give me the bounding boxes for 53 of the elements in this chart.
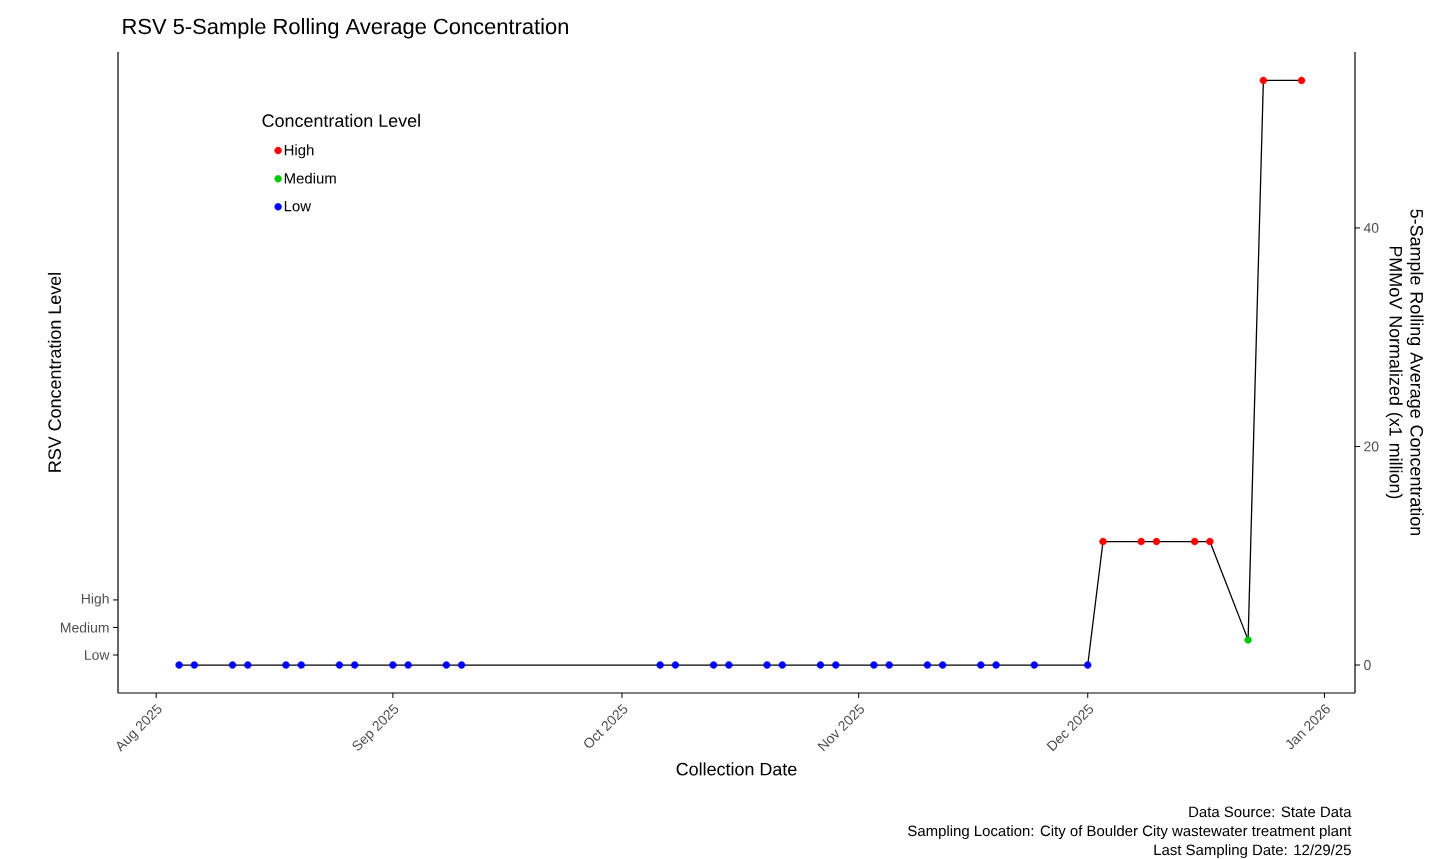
point bbox=[1084, 661, 1092, 669]
point bbox=[1206, 537, 1214, 546]
point bbox=[725, 661, 733, 669]
text: Medium bbox=[61, 622, 109, 633]
x-axis-title: Collection Date bbox=[676, 762, 797, 776]
y2-tick-label: 20 bbox=[1364, 441, 1379, 452]
legend-label: Low bbox=[284, 200, 312, 212]
point bbox=[977, 661, 985, 669]
point bbox=[923, 661, 932, 669]
point bbox=[175, 661, 183, 669]
point bbox=[1030, 661, 1038, 669]
point bbox=[351, 661, 359, 669]
text: Sampling Location: City of Boulder City wastewater treatment plant bbox=[908, 825, 1352, 840]
point bbox=[335, 661, 344, 669]
point bbox=[671, 661, 680, 669]
point bbox=[190, 661, 199, 669]
y2-axis-title: 5-Sample Rolling Average Concentration PMMoV Normalized (x1 million) bbox=[1385, 209, 1424, 536]
point bbox=[832, 661, 840, 669]
source-note: Data Source: State Data bbox=[1189, 806, 1352, 818]
point bbox=[404, 661, 412, 669]
point bbox=[992, 661, 1000, 669]
y2-tick-label: 40 bbox=[1363, 222, 1379, 233]
point bbox=[1190, 537, 1199, 546]
text: High bbox=[81, 593, 109, 607]
point bbox=[282, 661, 290, 669]
point bbox=[816, 661, 825, 669]
chart-title: RSV 5-Sample Rolling Average Concentration bbox=[123, 18, 568, 39]
point bbox=[885, 661, 893, 669]
point bbox=[1137, 537, 1145, 546]
point bbox=[457, 661, 466, 669]
point bbox=[244, 661, 252, 669]
point bbox=[763, 661, 771, 669]
legend-title: Concentration Level bbox=[262, 113, 420, 128]
point bbox=[656, 661, 664, 669]
point bbox=[389, 661, 397, 669]
legend-label: High bbox=[284, 144, 314, 159]
point bbox=[228, 661, 237, 669]
point bbox=[442, 661, 451, 669]
point bbox=[1259, 76, 1268, 85]
legend-label: Medium bbox=[284, 172, 336, 184]
point bbox=[709, 661, 718, 669]
point bbox=[1244, 636, 1252, 644]
point bbox=[870, 661, 878, 669]
point bbox=[1099, 537, 1107, 546]
y-axis-title: RSV Concentration Level bbox=[47, 273, 62, 472]
text: Low bbox=[85, 650, 110, 660]
point bbox=[297, 661, 305, 669]
y2-tick-label: 0 bbox=[1364, 660, 1371, 670]
point bbox=[1297, 76, 1306, 85]
point bbox=[1152, 537, 1161, 546]
text: Last Sampling Date: 12/29/25 bbox=[1154, 844, 1351, 859]
point bbox=[938, 661, 947, 669]
point bbox=[778, 661, 787, 669]
